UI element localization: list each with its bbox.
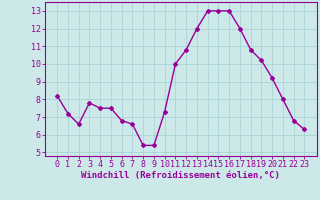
X-axis label: Windchill (Refroidissement éolien,°C): Windchill (Refroidissement éolien,°C)	[81, 171, 280, 180]
